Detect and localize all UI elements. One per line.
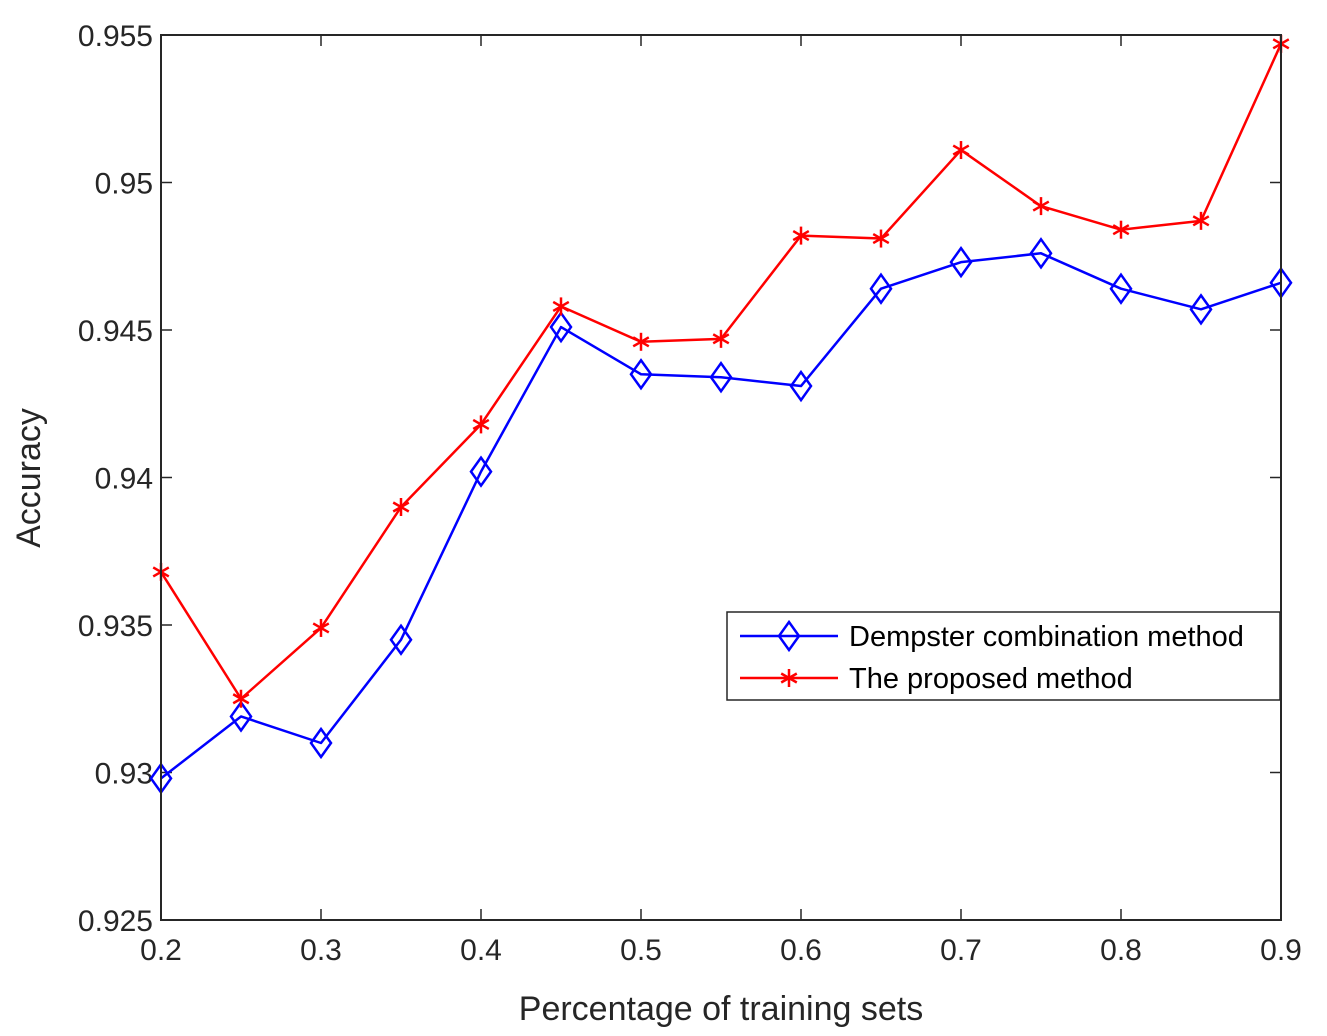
series-0-point-11 [1029, 237, 1053, 270]
series-0-point-8 [789, 369, 813, 403]
legend-marker-1 [780, 669, 798, 687]
x-tick-label-2: 0.4 [460, 934, 502, 967]
y-tick-label-2: 0.935 [78, 610, 153, 643]
y-tick-label-1: 0.93 [95, 758, 153, 791]
x-tick-label-0: 0.2 [140, 934, 182, 967]
series-1-point-9 [872, 229, 890, 248]
y-tick-label-5: 0.95 [95, 168, 153, 201]
series-0-point-7 [709, 361, 733, 394]
legend-box [726, 611, 1281, 701]
x-tick-label-4: 0.6 [780, 934, 822, 967]
legend-label-0: Dempster combination method [849, 621, 1244, 653]
x-tick-label-3: 0.5 [620, 934, 662, 967]
series-0-point-3 [389, 623, 413, 656]
series-0-point-9 [869, 272, 893, 305]
axis-tick-labels: 0.2 0.3 0.4 0.5 0.6 0.7 0.8 0.9 0.925 0.93 0.935 0.… [78, 20, 1302, 967]
x-tick-label-7: 0.9 [1260, 934, 1302, 967]
x-tick-label-1: 0.3 [300, 934, 342, 967]
series-layer [149, 34, 1293, 795]
series-0 [149, 237, 1293, 795]
series-0-point-1 [229, 700, 253, 733]
series-1-point-4 [472, 415, 490, 434]
y-tick-label-3: 0.94 [95, 463, 153, 496]
series-1-point-2 [312, 618, 330, 637]
y-tick-label-0: 0.925 [78, 905, 153, 938]
series-1-point-13 [1192, 211, 1210, 230]
x-axis-label: Percentage of training sets [519, 990, 923, 1028]
series-1-point-6 [632, 332, 650, 351]
series-1-point-7 [712, 329, 730, 348]
series-0-point-2 [309, 726, 333, 760]
y-tick-label-6: 0.955 [78, 20, 153, 53]
series-1-point-5 [552, 297, 570, 316]
series-0-point-5 [549, 310, 573, 344]
y-tick-label-4: 0.945 [78, 315, 153, 348]
series-0-point-13 [1189, 293, 1213, 326]
series-0-point-10 [949, 245, 973, 279]
legend: Dempster combination method The proposed … [726, 611, 1281, 701]
series-1-point-12 [1112, 220, 1130, 239]
series-1-point-1 [232, 689, 250, 708]
series-0-point-12 [1109, 272, 1133, 305]
series-1 [152, 34, 1290, 708]
series-1-point-3 [392, 498, 410, 516]
series-1-point-10 [952, 141, 970, 160]
series-0-point-4 [469, 455, 493, 488]
x-tick-label-5: 0.7 [940, 934, 982, 967]
legend-label-1: The proposed method [849, 663, 1133, 695]
series-0-point-6 [629, 358, 653, 391]
legend-marker-0 [777, 619, 801, 653]
series-1-point-11 [1032, 197, 1050, 216]
y-axis-label: Accuracy [10, 408, 48, 548]
series-1-point-8 [792, 226, 810, 245]
plot-area [161, 35, 1281, 920]
x-tick-label-6: 0.8 [1100, 934, 1142, 967]
plot-frame [160, 34, 1282, 921]
series-line-0 [160, 252, 1282, 780]
